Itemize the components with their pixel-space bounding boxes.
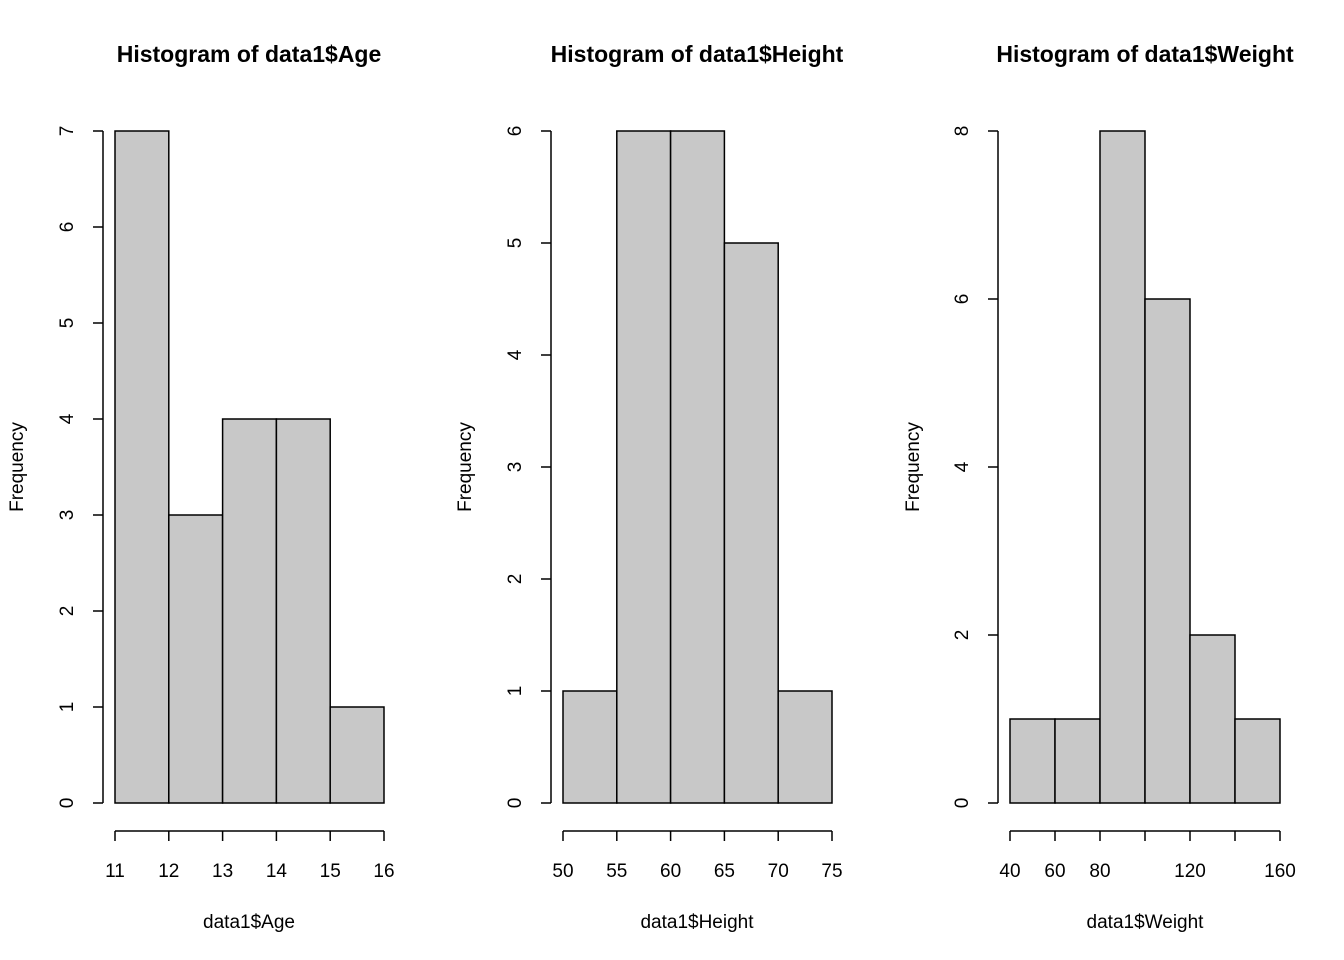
histogram-bar xyxy=(1144,298,1191,804)
histogram-bar xyxy=(1234,718,1281,804)
y-tick-label: 1 xyxy=(505,686,526,697)
histogram-bar xyxy=(1054,718,1101,804)
histogram-bar xyxy=(562,690,618,804)
x-tick-label: 16 xyxy=(373,861,394,882)
y-tick-label: 0 xyxy=(57,798,78,809)
histogram-bar xyxy=(114,130,170,804)
histogram-panel-weight: Histogram of data1$Weight data1$Weight F… xyxy=(903,41,1296,933)
y-tick-label: 6 xyxy=(505,126,526,137)
histogram-bar xyxy=(329,706,385,804)
x-tick-label: 55 xyxy=(606,861,627,882)
x-axis-label: data1$Height xyxy=(640,912,754,933)
y-axis-label: Frequency xyxy=(455,422,476,512)
histogram-panel-height: Histogram of data1$Height data1$Height F… xyxy=(455,41,844,933)
y-tick-label: 2 xyxy=(952,630,973,641)
x-tick-label: 15 xyxy=(320,861,341,882)
x-tick-label: 160 xyxy=(1264,861,1296,882)
y-tick-label: 4 xyxy=(505,349,526,360)
histogram-bar xyxy=(669,130,726,804)
x-tick-label: 60 xyxy=(1044,861,1065,882)
y-tick-label: 3 xyxy=(57,510,78,521)
x-axis-label: data1$Weight xyxy=(1087,912,1205,933)
y-tick-label: 2 xyxy=(57,606,78,617)
histogram-bar xyxy=(616,130,672,804)
histogram-bar xyxy=(221,418,278,804)
x-tick-label: 70 xyxy=(768,861,789,882)
histogram-bar xyxy=(1099,130,1146,804)
histogram-bar xyxy=(1189,634,1236,804)
y-tick-label: 0 xyxy=(952,798,973,809)
x-axis-label: data1$Age xyxy=(203,912,295,933)
x-tick-label: 65 xyxy=(714,861,735,882)
y-tick-label: 4 xyxy=(57,413,78,424)
y-axis-label: Frequency xyxy=(7,422,28,512)
y-tick-label: 0 xyxy=(505,798,526,809)
x-tick-label: 11 xyxy=(105,861,125,882)
x-tick-label: 80 xyxy=(1089,861,1110,882)
histogram-panel-age: Histogram of data1$Age data1$Age Frequen… xyxy=(7,41,395,933)
y-tick-label: 3 xyxy=(505,462,526,473)
y-tick-label: 6 xyxy=(952,294,973,305)
chart-title: Histogram of data1$Age xyxy=(117,41,382,67)
histogram-bar xyxy=(723,242,779,804)
y-tick-label: 8 xyxy=(952,126,973,137)
histogram-bar xyxy=(1009,718,1056,804)
y-tick-label: 5 xyxy=(505,238,526,249)
histogram-bar xyxy=(168,514,224,804)
x-tick-label: 14 xyxy=(266,861,288,882)
x-tick-label: 75 xyxy=(821,861,842,882)
y-tick-label: 4 xyxy=(952,461,973,472)
x-tick-label: 60 xyxy=(660,861,681,882)
y-tick-label: 7 xyxy=(57,126,78,137)
x-tick-label: 50 xyxy=(552,861,573,882)
x-tick-label: 12 xyxy=(158,861,179,882)
chart-title: Histogram of data1$Weight xyxy=(996,41,1294,67)
x-tick-label: 40 xyxy=(999,861,1020,882)
x-tick-label: 13 xyxy=(212,861,233,882)
x-tick-label: 120 xyxy=(1174,861,1206,882)
y-tick-label: 1 xyxy=(57,702,78,713)
y-tick-label: 5 xyxy=(57,318,78,329)
histogram-bar xyxy=(777,690,833,804)
chart-title: Histogram of data1$Height xyxy=(551,41,844,67)
y-axis-label: Frequency xyxy=(903,422,924,512)
histogram-bar xyxy=(275,418,331,804)
y-tick-label: 2 xyxy=(505,574,526,585)
y-tick-label: 6 xyxy=(57,222,78,233)
